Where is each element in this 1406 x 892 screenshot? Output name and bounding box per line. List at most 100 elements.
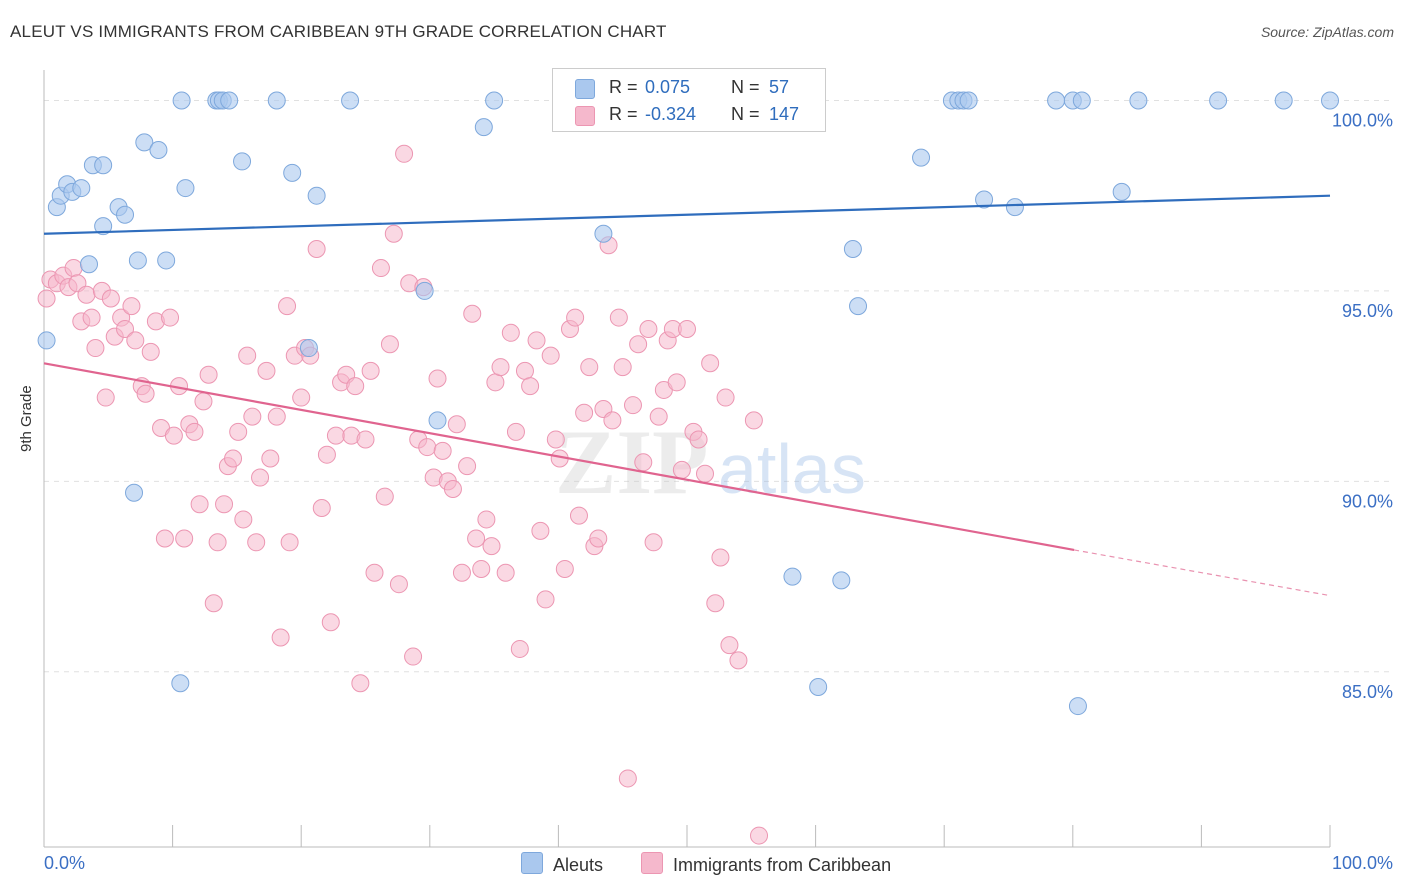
caribbean-point	[506, 422, 525, 441]
caribbean-point	[531, 521, 550, 540]
aleut-point	[843, 240, 862, 259]
caribbean-point	[321, 613, 340, 632]
aleut-point	[485, 91, 504, 110]
aleuts-swatch	[575, 79, 595, 99]
caribbean-point	[380, 335, 399, 354]
caribbean-point	[580, 358, 599, 377]
caribbean-point	[418, 438, 437, 457]
caribbean-point	[744, 411, 763, 430]
aleut-point	[72, 179, 91, 198]
caribbean-point	[136, 384, 155, 403]
caribbean-point	[312, 499, 331, 518]
caribbean-point	[678, 320, 696, 338]
caribbean-point	[185, 422, 204, 441]
caribbean-point	[37, 289, 56, 308]
caribbean-point	[82, 308, 101, 327]
legend-caribbean-label: Immigrants from Caribbean	[673, 855, 892, 875]
caribbean-point	[384, 224, 403, 243]
caribbean-point	[238, 346, 257, 365]
aleut-point	[94, 156, 113, 175]
caribbean-point	[634, 453, 653, 472]
caribbean-point	[701, 354, 720, 373]
caribbean-point	[317, 445, 336, 464]
stats-box: R = 0.075 N = 57 R = -0.324 N = 147	[552, 68, 826, 132]
caribbean-point	[458, 457, 477, 476]
caribbean-point	[541, 346, 560, 365]
aleuts-trend-line	[43, 194, 1331, 235]
legend-aleuts-label: Aleuts	[553, 855, 604, 875]
caribbean-point	[122, 297, 141, 316]
aleut-point	[171, 674, 190, 693]
caribbean-point	[371, 259, 390, 278]
caribbean-point	[618, 769, 637, 788]
caribbean-point	[706, 594, 725, 613]
legend: Aleuts Immigrants from Caribbean	[0, 850, 1406, 878]
aleut-point	[832, 571, 851, 590]
caribbean-point	[711, 548, 730, 567]
aleut-point	[1129, 91, 1148, 110]
caribbean-point	[86, 339, 105, 358]
aleut-point	[1321, 91, 1339, 110]
aleut-point	[157, 251, 176, 270]
caribbean-point	[267, 407, 286, 426]
caribbean-point	[644, 533, 663, 552]
caribbean-point	[672, 460, 691, 479]
caribbean-point	[404, 647, 423, 666]
caribbean-swatch	[575, 106, 595, 126]
aleut-point	[1112, 182, 1131, 201]
grid-lines	[44, 99, 1392, 673]
caribbean-point	[515, 361, 534, 380]
caribbean-point	[389, 575, 408, 594]
caribbean-point	[375, 487, 394, 506]
caribbean-point	[443, 479, 462, 498]
legend-aleuts-swatch	[521, 852, 543, 874]
series-aleuts-points	[37, 91, 1339, 716]
trend-lines	[43, 194, 1331, 597]
caribbean-point	[215, 495, 234, 514]
caribbean-point	[271, 628, 290, 647]
caribbean-point	[447, 415, 466, 434]
svg-text:atlas: atlas	[718, 430, 866, 508]
y-tick-label: 85.0%	[1342, 682, 1393, 702]
aleut-point	[128, 251, 147, 270]
legend-item-caribbean[interactable]: Immigrants from Caribbean	[641, 852, 891, 876]
caribbean-point	[546, 430, 565, 449]
tick-labels: 100.0% 95.0% 90.0% 85.0% 0.0% 100.0%	[44, 110, 1393, 873]
caribbean-point	[623, 396, 642, 415]
caribbean-point	[141, 342, 160, 361]
aleut-point	[959, 91, 978, 110]
aleut-point	[94, 217, 113, 236]
caribbean-point	[243, 407, 262, 426]
caribbean-point	[208, 533, 227, 552]
legend-item-aleuts[interactable]: Aleuts	[521, 852, 603, 876]
caribbean-point	[491, 358, 510, 377]
caribbean-point	[247, 533, 266, 552]
caribbean-point	[720, 636, 739, 655]
caribbean-point	[689, 430, 708, 449]
chart-source: Source: ZipAtlas.com	[1260, 24, 1394, 40]
caribbean-point	[603, 411, 622, 430]
caribbean-point	[609, 308, 628, 327]
caribbean-point	[482, 537, 501, 556]
caribbean-point	[199, 365, 218, 384]
caribbean-trend-line	[43, 362, 1075, 551]
caribbean-point	[575, 403, 594, 422]
caribbean-point	[126, 331, 145, 350]
aleut-point	[176, 179, 195, 198]
x-tick-label-right: 100.0%	[1332, 853, 1393, 873]
aleut-point	[80, 255, 99, 274]
caribbean-point	[204, 594, 223, 613]
caribbean-n-value: 147	[769, 104, 800, 124]
aleuts-r-value: 0.075	[645, 77, 691, 97]
caribbean-point	[224, 449, 243, 468]
caribbean-point	[351, 674, 370, 693]
caribbean-point	[96, 388, 115, 407]
caribbean-point	[639, 320, 658, 338]
aleut-point	[149, 140, 168, 159]
caribbean-point	[278, 297, 297, 316]
caribbean-point	[190, 495, 209, 514]
aleut-point	[783, 567, 802, 586]
caribbean-point	[613, 358, 632, 377]
caribbean-point	[629, 335, 648, 354]
